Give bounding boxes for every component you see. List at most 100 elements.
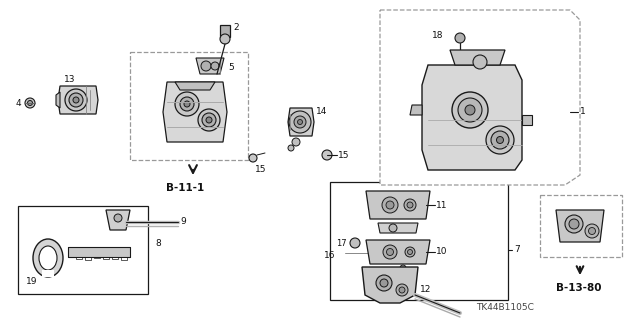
Circle shape [184, 101, 190, 107]
Polygon shape [56, 92, 60, 108]
Polygon shape [175, 82, 215, 90]
Circle shape [206, 117, 212, 123]
Polygon shape [366, 191, 430, 219]
Circle shape [387, 249, 394, 256]
Text: 1: 1 [580, 108, 586, 116]
Polygon shape [94, 257, 100, 258]
Circle shape [211, 62, 219, 70]
Circle shape [175, 92, 199, 116]
Circle shape [383, 245, 397, 259]
Circle shape [404, 199, 416, 211]
Text: 17: 17 [337, 239, 347, 248]
Text: 12: 12 [420, 286, 431, 294]
Circle shape [400, 265, 406, 271]
Text: 14: 14 [316, 108, 328, 116]
Polygon shape [522, 115, 532, 125]
Circle shape [298, 120, 303, 124]
Circle shape [114, 214, 122, 222]
Text: 2: 2 [233, 24, 239, 33]
Text: 15: 15 [338, 151, 349, 160]
Circle shape [399, 287, 405, 293]
Polygon shape [366, 240, 430, 264]
Circle shape [455, 33, 465, 43]
Text: 10: 10 [436, 248, 447, 256]
Circle shape [376, 275, 392, 291]
Circle shape [497, 137, 504, 144]
Circle shape [28, 100, 33, 106]
Circle shape [491, 131, 509, 149]
Text: 13: 13 [64, 76, 76, 85]
Polygon shape [422, 65, 522, 170]
Text: 19: 19 [26, 278, 38, 286]
Circle shape [288, 145, 294, 151]
Circle shape [589, 227, 595, 234]
Ellipse shape [39, 246, 57, 270]
Circle shape [585, 224, 599, 238]
Circle shape [452, 92, 488, 128]
Polygon shape [196, 58, 224, 74]
Circle shape [292, 138, 300, 146]
Circle shape [289, 111, 311, 133]
Text: B-13-80: B-13-80 [556, 283, 602, 293]
Text: 9: 9 [180, 218, 186, 226]
Polygon shape [121, 257, 127, 259]
Text: 11: 11 [436, 201, 447, 210]
Text: 8: 8 [155, 239, 161, 248]
Bar [18, 206, 148, 294]
Circle shape [473, 55, 487, 69]
Circle shape [407, 202, 413, 208]
Polygon shape [410, 105, 422, 115]
Text: B-11-1: B-11-1 [166, 183, 204, 193]
Circle shape [294, 116, 306, 128]
Circle shape [486, 126, 514, 154]
Circle shape [386, 201, 394, 209]
Bar [220, 25, 230, 37]
Bar [330, 182, 508, 300]
Polygon shape [380, 10, 580, 185]
Polygon shape [362, 267, 418, 303]
Bar [187, 130, 205, 140]
Polygon shape [378, 223, 418, 233]
Circle shape [396, 284, 408, 296]
Bar [130, 52, 248, 160]
Circle shape [249, 154, 257, 162]
Circle shape [65, 89, 87, 111]
Bar [454, 20, 466, 36]
Circle shape [382, 197, 398, 213]
Text: 15: 15 [255, 166, 266, 174]
Circle shape [389, 224, 397, 232]
Circle shape [73, 97, 79, 103]
Text: TK44B1105C: TK44B1105C [476, 303, 534, 313]
Circle shape [458, 98, 482, 122]
Text: 16: 16 [323, 250, 335, 259]
Circle shape [465, 105, 475, 115]
Circle shape [202, 113, 216, 127]
Circle shape [322, 150, 332, 160]
Circle shape [569, 219, 579, 229]
Polygon shape [85, 257, 91, 259]
Polygon shape [42, 270, 54, 277]
Bar [540, 195, 622, 257]
Polygon shape [112, 257, 118, 258]
Circle shape [350, 238, 360, 248]
Polygon shape [58, 86, 98, 114]
Polygon shape [163, 82, 227, 142]
Text: 4: 4 [16, 99, 22, 108]
Text: 5: 5 [228, 63, 234, 72]
Polygon shape [106, 210, 130, 230]
Polygon shape [556, 210, 604, 242]
Polygon shape [288, 108, 314, 136]
Circle shape [180, 97, 194, 111]
Polygon shape [68, 247, 130, 257]
Text: 18: 18 [432, 31, 444, 40]
Circle shape [565, 215, 583, 233]
Polygon shape [103, 257, 109, 259]
Circle shape [380, 279, 388, 287]
Ellipse shape [33, 239, 63, 277]
Text: 7: 7 [514, 246, 520, 255]
Circle shape [405, 247, 415, 257]
Circle shape [220, 34, 230, 44]
Circle shape [408, 249, 413, 255]
Polygon shape [76, 257, 82, 258]
Circle shape [201, 61, 211, 71]
